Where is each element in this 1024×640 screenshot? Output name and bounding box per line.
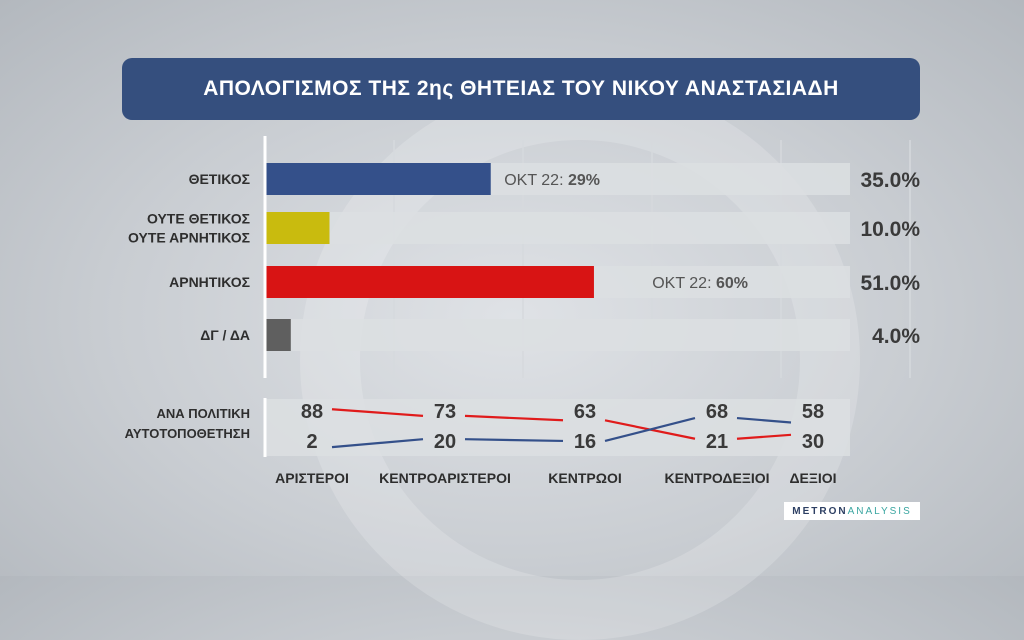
- panel-label: ΑΝΑ ΠΟΛΙΤΙΚΗ: [156, 406, 250, 421]
- annotation-prefix: ΟΚΤ 22:: [504, 172, 568, 189]
- line-panel-row: [265, 399, 850, 428]
- series-2-value: 16: [574, 431, 596, 453]
- bar-track: [265, 319, 850, 351]
- bar-track: [265, 212, 850, 244]
- x-category-label: ΚΕΝΤΡΟΑΡΙΣΤΕΡΟΙ: [379, 470, 511, 486]
- panel-label: ΑΥΤΟΤΟΠΟΘΕΤΗΣΗ: [125, 426, 250, 441]
- series-1-value: 63: [574, 401, 596, 423]
- x-category-label: ΔΕΞΙΟΙ: [789, 470, 836, 486]
- series-2-segment: [331, 438, 424, 449]
- chart-title: ΑΠΟΛΟΓΙΣΜΟΣ ΤΗΣ 2ης ΘΗΤΕΙΑΣ ΤΟΥ ΝΙΚΟΥ ΑΝ…: [122, 58, 920, 120]
- category-label: ΟΥΤΕ ΘΕΤΙΚΟΣ: [147, 211, 250, 227]
- category-label: ΘΕΤΙΚΟΣ: [189, 171, 250, 187]
- series-1-segment: [464, 414, 564, 422]
- series-1-value: 21: [706, 431, 728, 453]
- series-1-value: 73: [434, 401, 456, 423]
- chart-title-text: ΑΠΟΛΟΓΙΣΜΟΣ ΤΗΣ 2ης ΘΗΤΕΙΑΣ ΤΟΥ ΝΙΚΟΥ ΑΝ…: [203, 77, 839, 100]
- series-1-value: 30: [802, 431, 824, 453]
- value-label: 10.0%: [860, 218, 920, 241]
- series-1-value: 88: [301, 401, 323, 423]
- x-category-label: ΑΡΙΣΤΕΡΟΙ: [275, 470, 349, 486]
- series-1-segment: [736, 433, 792, 440]
- line-panel-row: [265, 428, 850, 456]
- bar-3: [265, 266, 594, 298]
- annotation-value: 29%: [568, 172, 600, 189]
- value-label: 35.0%: [860, 169, 920, 192]
- annotation-2: ΟΚΤ 22: 60%: [652, 275, 748, 292]
- logo-part1: METRON: [792, 505, 848, 517]
- x-category-label: ΚΕΝΤΡΩΟΙ: [548, 470, 621, 486]
- category-label: ΔΓ / ΔΑ: [200, 327, 250, 343]
- metron-analysis-logo: METRON ANALYSIS: [784, 502, 920, 520]
- series-2-value: 68: [706, 401, 728, 423]
- category-label: ΟΥΤΕ ΑΡΝΗΤΙΚΟΣ: [128, 230, 250, 246]
- bar-2: [265, 212, 330, 244]
- bar-4: [265, 319, 291, 351]
- series-2-value: 2: [306, 431, 317, 453]
- logo-part2: ANALYSIS: [847, 505, 912, 517]
- bar-1: [265, 163, 491, 195]
- annotation-value: 60%: [716, 275, 748, 292]
- value-label: 4.0%: [872, 325, 920, 348]
- annotation-prefix: ΟΚΤ 22:: [652, 275, 716, 292]
- series-2-value: 58: [802, 401, 824, 423]
- annotation-1: ΟΚΤ 22: 29%: [504, 172, 600, 189]
- series-2-value: 20: [434, 431, 456, 453]
- series-2-segment: [736, 416, 792, 424]
- value-label: 51.0%: [860, 272, 920, 295]
- category-label: ΑΡΝΗΤΙΚΟΣ: [169, 274, 250, 290]
- series-2-segment: [604, 417, 696, 443]
- series-1-segment: [331, 408, 424, 417]
- x-category-label: ΚΕΝΤΡΟΔΕΞΙΟΙ: [664, 470, 769, 486]
- chart-canvas: ΘΕΤΙΚΟΣ 35.0% ΟΥΤΕ ΘΕΤΙΚΟΣ ΟΥΤΕ ΑΡΝΗΤΙΚΟΣ 10…: [124, 140, 921, 486]
- series-2-segment: [464, 438, 564, 443]
